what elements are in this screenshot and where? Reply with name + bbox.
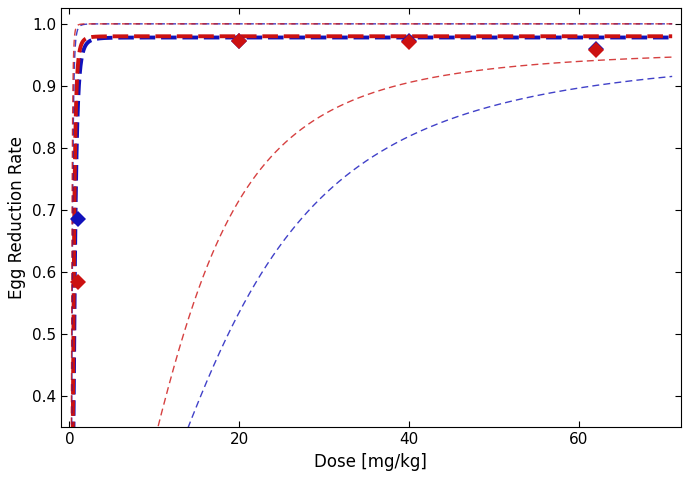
- Y-axis label: Egg Reduction Rate: Egg Reduction Rate: [8, 137, 26, 299]
- X-axis label: Dose [mg/kg]: Dose [mg/kg]: [314, 453, 427, 471]
